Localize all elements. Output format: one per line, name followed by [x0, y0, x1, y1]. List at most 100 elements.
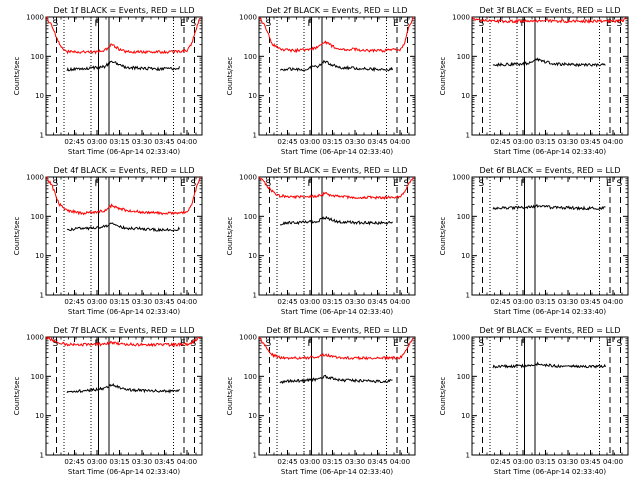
x-tick-label: 03:45	[367, 458, 387, 466]
plot-frame	[471, 336, 629, 456]
y-tick-label: 10	[461, 92, 470, 100]
marker-label: E	[180, 179, 186, 189]
x-tick-label: 03:15	[535, 298, 555, 306]
x-tick-label: 03:45	[580, 138, 600, 146]
chart-panel-6f: Det 6f BLACK = Events, RED = LLD Counts/s…	[439, 166, 629, 316]
marker-label: S	[53, 339, 59, 349]
y-tick-label: 1	[253, 292, 257, 300]
x-tick-label: 03:30	[132, 298, 152, 306]
y-tick-label: 1000	[26, 174, 44, 182]
events-rate-line	[279, 59, 393, 73]
x-axis-label: Start Time (06-Apr-14 02:33:40)	[494, 468, 606, 476]
x-tick-label: 04:00	[603, 298, 623, 306]
marker-label: F	[521, 179, 526, 189]
y-tick-label: 1000	[452, 14, 470, 22]
x-tick-label: 03:45	[367, 298, 387, 306]
chart-panel-8f: Det 8f BLACK = Events, RED = LLD Counts/s…	[226, 326, 416, 476]
y-tick-label: 10	[248, 252, 257, 260]
x-tick-label: 03:00	[300, 298, 320, 306]
chart-title: Det 9f BLACK = Events, RED = LLD	[479, 326, 620, 335]
marker-label: S	[479, 179, 485, 189]
y-tick-label: 1	[40, 132, 44, 140]
marker-label: S	[479, 339, 485, 349]
x-tick-label: 03:00	[300, 138, 320, 146]
marker-label: S	[266, 339, 272, 349]
events-rate-line	[492, 203, 606, 211]
x-tick-label: 03:45	[154, 138, 174, 146]
lld-rate-line	[46, 176, 201, 216]
y-tick-label: 100	[457, 373, 470, 381]
marker-label: S	[617, 339, 623, 349]
x-tick-label: 03:15	[109, 138, 129, 146]
x-tick-label: 03:45	[154, 298, 174, 306]
events-rate-line	[492, 361, 606, 369]
y-tick-label: 1000	[452, 334, 470, 342]
marker-label: S	[404, 179, 410, 189]
plot-frame	[45, 176, 203, 296]
x-tick-label: 02:45	[490, 298, 510, 306]
plot-frame	[471, 176, 629, 296]
events-rate-line	[492, 57, 606, 68]
x-axis-label: Start Time (06-Apr-14 02:33:40)	[281, 148, 393, 156]
marker-label: F	[95, 179, 100, 189]
y-tick-label: 1000	[26, 334, 44, 342]
y-axis-label: Counts/sec	[439, 217, 447, 256]
x-axis-label: Start Time (06-Apr-14 02:33:40)	[494, 308, 606, 316]
y-tick-label: 100	[31, 373, 44, 381]
chart-panel-7f: Det 7f BLACK = Events, RED = LLD Counts/s…	[13, 326, 203, 476]
y-tick-label: 1	[253, 132, 257, 140]
x-tick-label: 03:15	[535, 458, 555, 466]
chart-title: Det 2f BLACK = Events, RED = LLD	[266, 6, 407, 15]
marker-label: F	[95, 19, 100, 29]
chart-panel-1f: Det 1f BLACK = Events, RED = LLD Counts/s…	[13, 6, 203, 156]
chart-title: Det 8f BLACK = Events, RED = LLD	[266, 326, 407, 335]
x-tick-label: 04:00	[390, 138, 410, 146]
marker-label: E	[393, 339, 399, 349]
chart-title: Det 1f BLACK = Events, RED = LLD	[53, 6, 194, 15]
lld-rate-line	[258, 336, 414, 361]
lld-rate-line	[45, 16, 201, 55]
marker-label: E	[606, 339, 612, 349]
marker-label: F	[521, 19, 526, 29]
y-tick-label: 1000	[239, 14, 257, 22]
y-tick-label: 1	[40, 452, 44, 460]
x-axis-label: Start Time (06-Apr-14 02:33:40)	[68, 148, 180, 156]
plot-frame	[45, 16, 203, 136]
chart-panel-3f: Det 3f BLACK = Events, RED = LLD Counts/s…	[439, 6, 629, 156]
y-tick-label: 1	[466, 292, 470, 300]
lld-rate-line	[258, 16, 414, 54]
y-axis-label: Counts/sec	[226, 57, 234, 96]
x-tick-label: 03:45	[367, 138, 387, 146]
events-rate-line	[66, 222, 180, 233]
y-tick-label: 1	[253, 452, 257, 460]
x-tick-label: 03:00	[513, 298, 533, 306]
marker-label: S	[404, 19, 410, 29]
x-tick-label: 04:00	[390, 298, 410, 306]
y-tick-label: 1000	[239, 174, 257, 182]
x-tick-label: 03:00	[87, 458, 107, 466]
x-axis-label: Start Time (06-Apr-14 02:33:40)	[281, 308, 393, 316]
marker-label: E	[606, 19, 612, 29]
marker-label: F	[521, 339, 526, 349]
marker-label: S	[266, 19, 272, 29]
x-tick-label: 02:45	[490, 458, 510, 466]
marker-label: E	[180, 19, 186, 29]
chart-title: Det 7f BLACK = Events, RED = LLD	[53, 326, 194, 335]
x-tick-label: 02:45	[64, 138, 84, 146]
x-tick-label: 03:00	[87, 298, 107, 306]
x-tick-label: 03:30	[558, 138, 578, 146]
y-tick-label: 1	[466, 132, 470, 140]
y-tick-label: 1	[40, 292, 44, 300]
x-tick-label: 04:00	[177, 298, 197, 306]
x-tick-label: 03:45	[580, 458, 600, 466]
y-tick-label: 10	[35, 252, 44, 260]
x-tick-label: 03:30	[132, 458, 152, 466]
plot-frame	[471, 16, 629, 136]
marker-label: S	[53, 179, 59, 189]
y-tick-label: 100	[31, 213, 44, 221]
chart-title: Det 3f BLACK = Events, RED = LLD	[479, 6, 620, 15]
y-axis-label: Counts/sec	[226, 217, 234, 256]
y-axis-label: Counts/sec	[13, 217, 21, 256]
y-axis-label: Counts/sec	[226, 377, 234, 416]
marker-label: S	[191, 339, 197, 349]
